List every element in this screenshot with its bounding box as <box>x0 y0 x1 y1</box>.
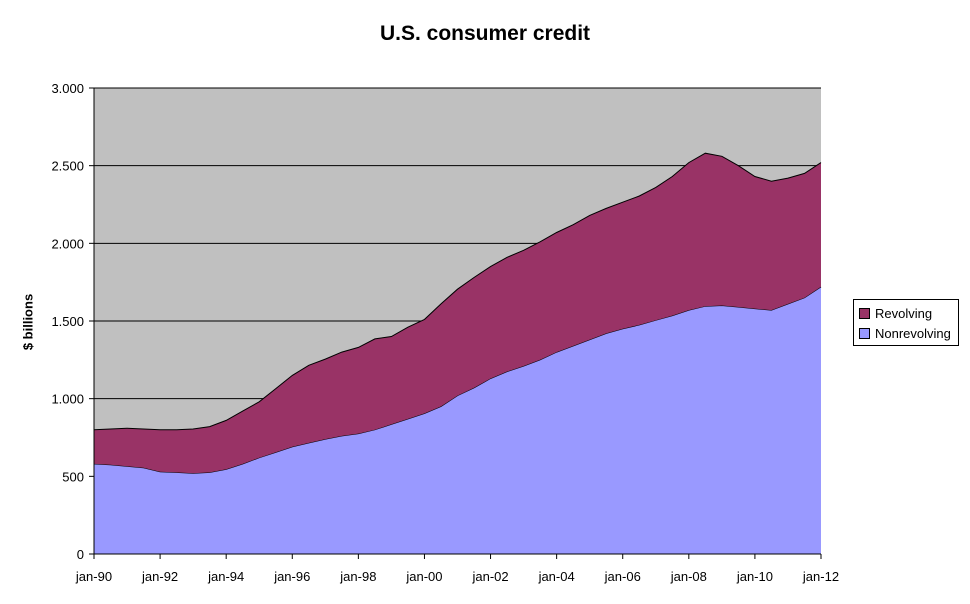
x-tick-label: jan-12 <box>802 569 839 584</box>
y-tick-label: 1.500 <box>51 314 84 329</box>
legend-swatch-nonrevolving <box>859 327 870 339</box>
y-tick-label: 500 <box>62 469 84 484</box>
chart-title: U.S. consumer credit <box>379 22 591 45</box>
area-nonrevolving <box>94 286 821 554</box>
x-tick-label: jan-96 <box>273 569 310 584</box>
series-areas <box>93 152 822 554</box>
y-tick-label: 3.000 <box>51 81 84 96</box>
y-tick-label: 2.000 <box>51 236 84 251</box>
x-tick-label: jan-90 <box>75 569 112 584</box>
x-tick-label: jan-00 <box>405 569 442 584</box>
legend-item-revolving: Revolving <box>859 304 932 322</box>
x-tick-label: jan-92 <box>141 569 178 584</box>
legend-label-revolving: Revolving <box>875 305 933 321</box>
y-tick-label: 1.000 <box>51 392 84 407</box>
axes <box>89 87 822 559</box>
y-tick-label: 0 <box>77 547 84 562</box>
x-tick-label: jan-02 <box>471 569 508 584</box>
y-tick-label: 2.500 <box>51 159 84 174</box>
legend: Revolving Nonrevolving <box>853 299 959 346</box>
legend-item-nonrevolving: Nonrevolving <box>859 324 951 342</box>
x-tick-label: jan-04 <box>538 569 575 584</box>
area-edge-revolving <box>93 152 822 431</box>
x-tick-label: jan-94 <box>207 569 244 584</box>
x-tick-labels: jan-90 jan-92 jan-94 jan-96 jan-98 jan-00 jan-… <box>75 569 839 584</box>
x-tick-label: jan-10 <box>736 569 773 584</box>
x-tick-label: jan-98 <box>339 569 376 584</box>
y-tick-labels: 0 500 1.000 1.500 2.000 2.500 3.000 <box>51 81 84 562</box>
legend-swatch-revolving <box>859 307 870 319</box>
legend-label-nonrevolving: Nonrevolving <box>875 325 951 341</box>
x-tick-label: jan-06 <box>604 569 641 584</box>
x-tick-label: jan-08 <box>670 569 707 584</box>
area-revolving <box>94 153 821 474</box>
